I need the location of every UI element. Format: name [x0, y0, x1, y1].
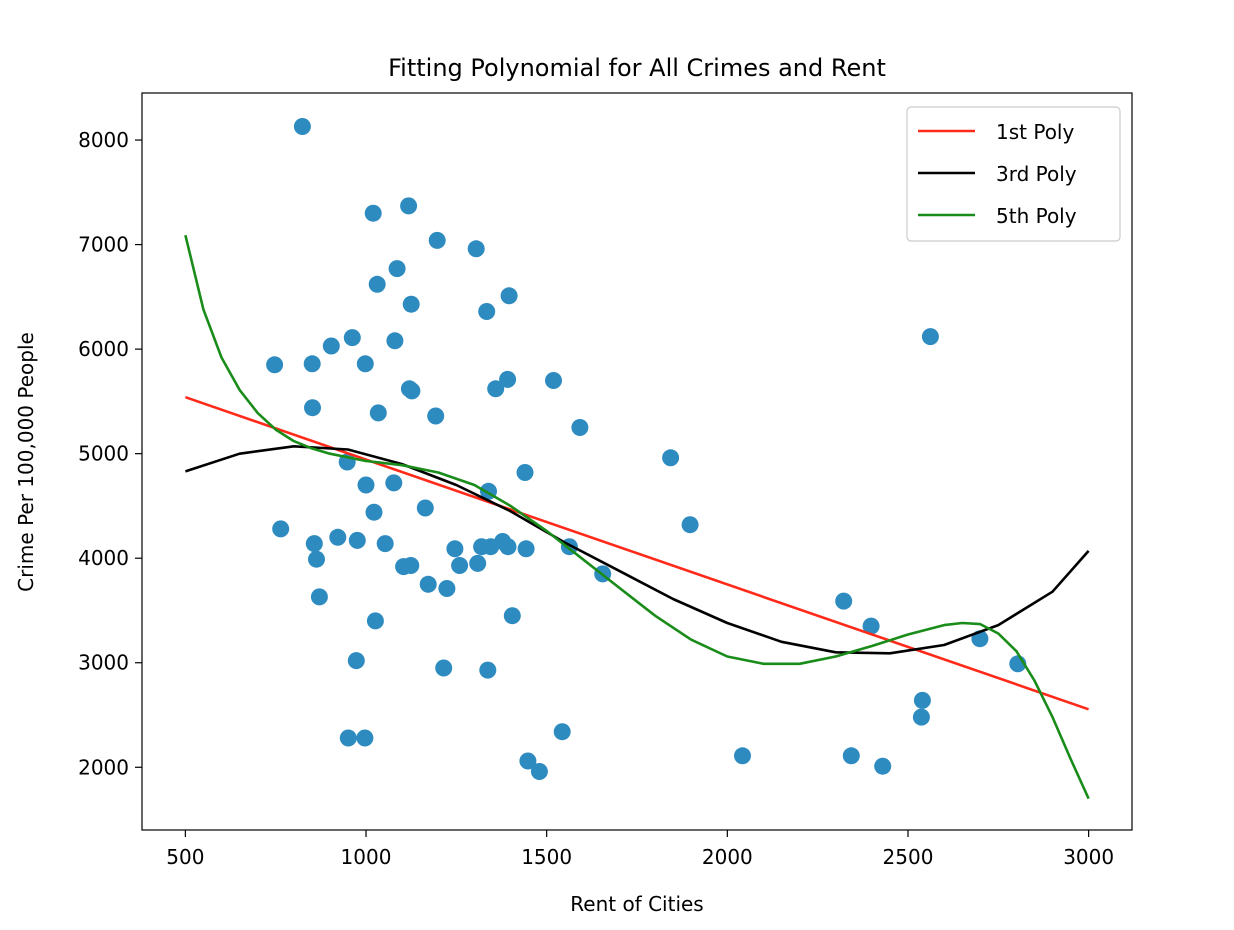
scatter-point: [913, 691, 931, 709]
scatter-point: [921, 328, 939, 346]
scatter-point: [376, 535, 394, 553]
scatter-point: [681, 516, 699, 534]
scatter-point: [517, 540, 535, 558]
y-axis-label: Crime Per 100,000 People: [14, 332, 38, 592]
scatter-point: [293, 118, 311, 135]
scatter-point: [545, 372, 562, 389]
x-tick-label: 500: [166, 845, 204, 869]
fit-lines: [184, 234, 1090, 800]
scatter-point: [388, 260, 406, 278]
y-tick-label: 7000: [78, 233, 129, 257]
legend: 1st Poly 3rd Poly 5th Poly: [906, 106, 1121, 242]
scatter-point: [322, 337, 340, 355]
scatter-point: [427, 407, 445, 425]
scatter-point: [357, 476, 375, 494]
scatter-point: [343, 329, 361, 347]
scatter-point: [467, 240, 485, 258]
scatter-point: [428, 231, 446, 249]
scatter-point: [912, 708, 930, 726]
scatter-point: [478, 303, 496, 320]
plot-frame: [141, 92, 1133, 831]
scatter-point: [835, 592, 853, 610]
chart-title: Fitting Polynomial for All Crimes and Re…: [388, 54, 886, 82]
scatter-point: [304, 399, 321, 417]
scatter-point: [571, 419, 589, 436]
scatter-point: [385, 474, 403, 492]
scatter-point: [348, 531, 366, 549]
scatter-point: [499, 370, 517, 388]
scatter-point: [364, 204, 382, 222]
scatter-point: [734, 747, 751, 765]
scatter-point: [419, 575, 437, 593]
scatter-point: [662, 449, 680, 467]
y-axis-ticks: 2000 3000 4000 5000 6000 7000 8000: [78, 128, 142, 779]
legend-box: [906, 106, 1121, 242]
scatter-point: [402, 295, 420, 313]
scatter-point: [368, 275, 386, 293]
x-tick-label: 1500: [521, 845, 572, 869]
scatter-point: [369, 404, 387, 422]
y-tick-label: 8000: [78, 128, 129, 152]
scatter-point: [553, 723, 571, 741]
scatter-point: [403, 382, 421, 400]
scatter-point: [438, 580, 456, 597]
scatter-point: [503, 607, 521, 625]
scatter-point: [402, 557, 420, 574]
x-tick-label: 2000: [702, 845, 753, 869]
legend-label: 1st Poly: [996, 120, 1074, 144]
x-tick-label: 1000: [341, 845, 392, 869]
legend-label: 5th Poly: [996, 204, 1077, 228]
scatter-points: [266, 118, 1027, 780]
scatter-point: [446, 540, 464, 558]
scatter-point: [266, 356, 284, 374]
fit-line-5th-poly: [184, 234, 1090, 800]
scatter-point: [329, 528, 347, 546]
y-tick-label: 4000: [78, 546, 129, 570]
scatter-point: [435, 659, 453, 677]
scatter-point: [451, 557, 469, 574]
y-tick-label: 2000: [78, 755, 129, 779]
scatter-point: [386, 332, 404, 350]
y-tick-label: 6000: [78, 337, 129, 361]
scatter-point: [308, 550, 325, 568]
scatter-point: [862, 617, 880, 635]
scatter-point: [305, 535, 323, 553]
y-tick-label: 5000: [78, 442, 129, 466]
scatter-point: [400, 197, 418, 215]
scatter-point: [479, 661, 497, 679]
scatter-point: [842, 747, 860, 765]
x-axis-ticks: 500 1000 1500 2000 2500 3000: [166, 830, 1114, 869]
scatter-point: [272, 520, 290, 538]
scatter-point: [365, 503, 383, 521]
scatter-point: [516, 464, 534, 481]
scatter-point: [347, 652, 365, 670]
scatter-point: [416, 499, 434, 517]
scatter-point: [499, 538, 517, 556]
x-tick-label: 2500: [883, 845, 934, 869]
scatter-point: [874, 757, 892, 775]
scatter-point: [487, 380, 505, 398]
scatter-point: [469, 554, 487, 572]
scatter-point: [303, 355, 321, 373]
y-tick-label: 3000: [78, 651, 129, 675]
scatter-point: [310, 588, 328, 606]
fit-line-3rd-poly: [184, 445, 1090, 655]
legend-label: 3rd Poly: [996, 162, 1077, 186]
scatter-point: [356, 355, 374, 373]
scatter-point: [366, 612, 384, 630]
scatter-point: [530, 763, 548, 780]
scatter-point: [356, 729, 374, 747]
scatter-point: [339, 729, 357, 747]
scatter-point: [519, 752, 537, 770]
x-tick-label: 3000: [1063, 845, 1114, 869]
x-axis-label: Rent of Cities: [570, 892, 703, 916]
scatter-point: [500, 287, 518, 305]
